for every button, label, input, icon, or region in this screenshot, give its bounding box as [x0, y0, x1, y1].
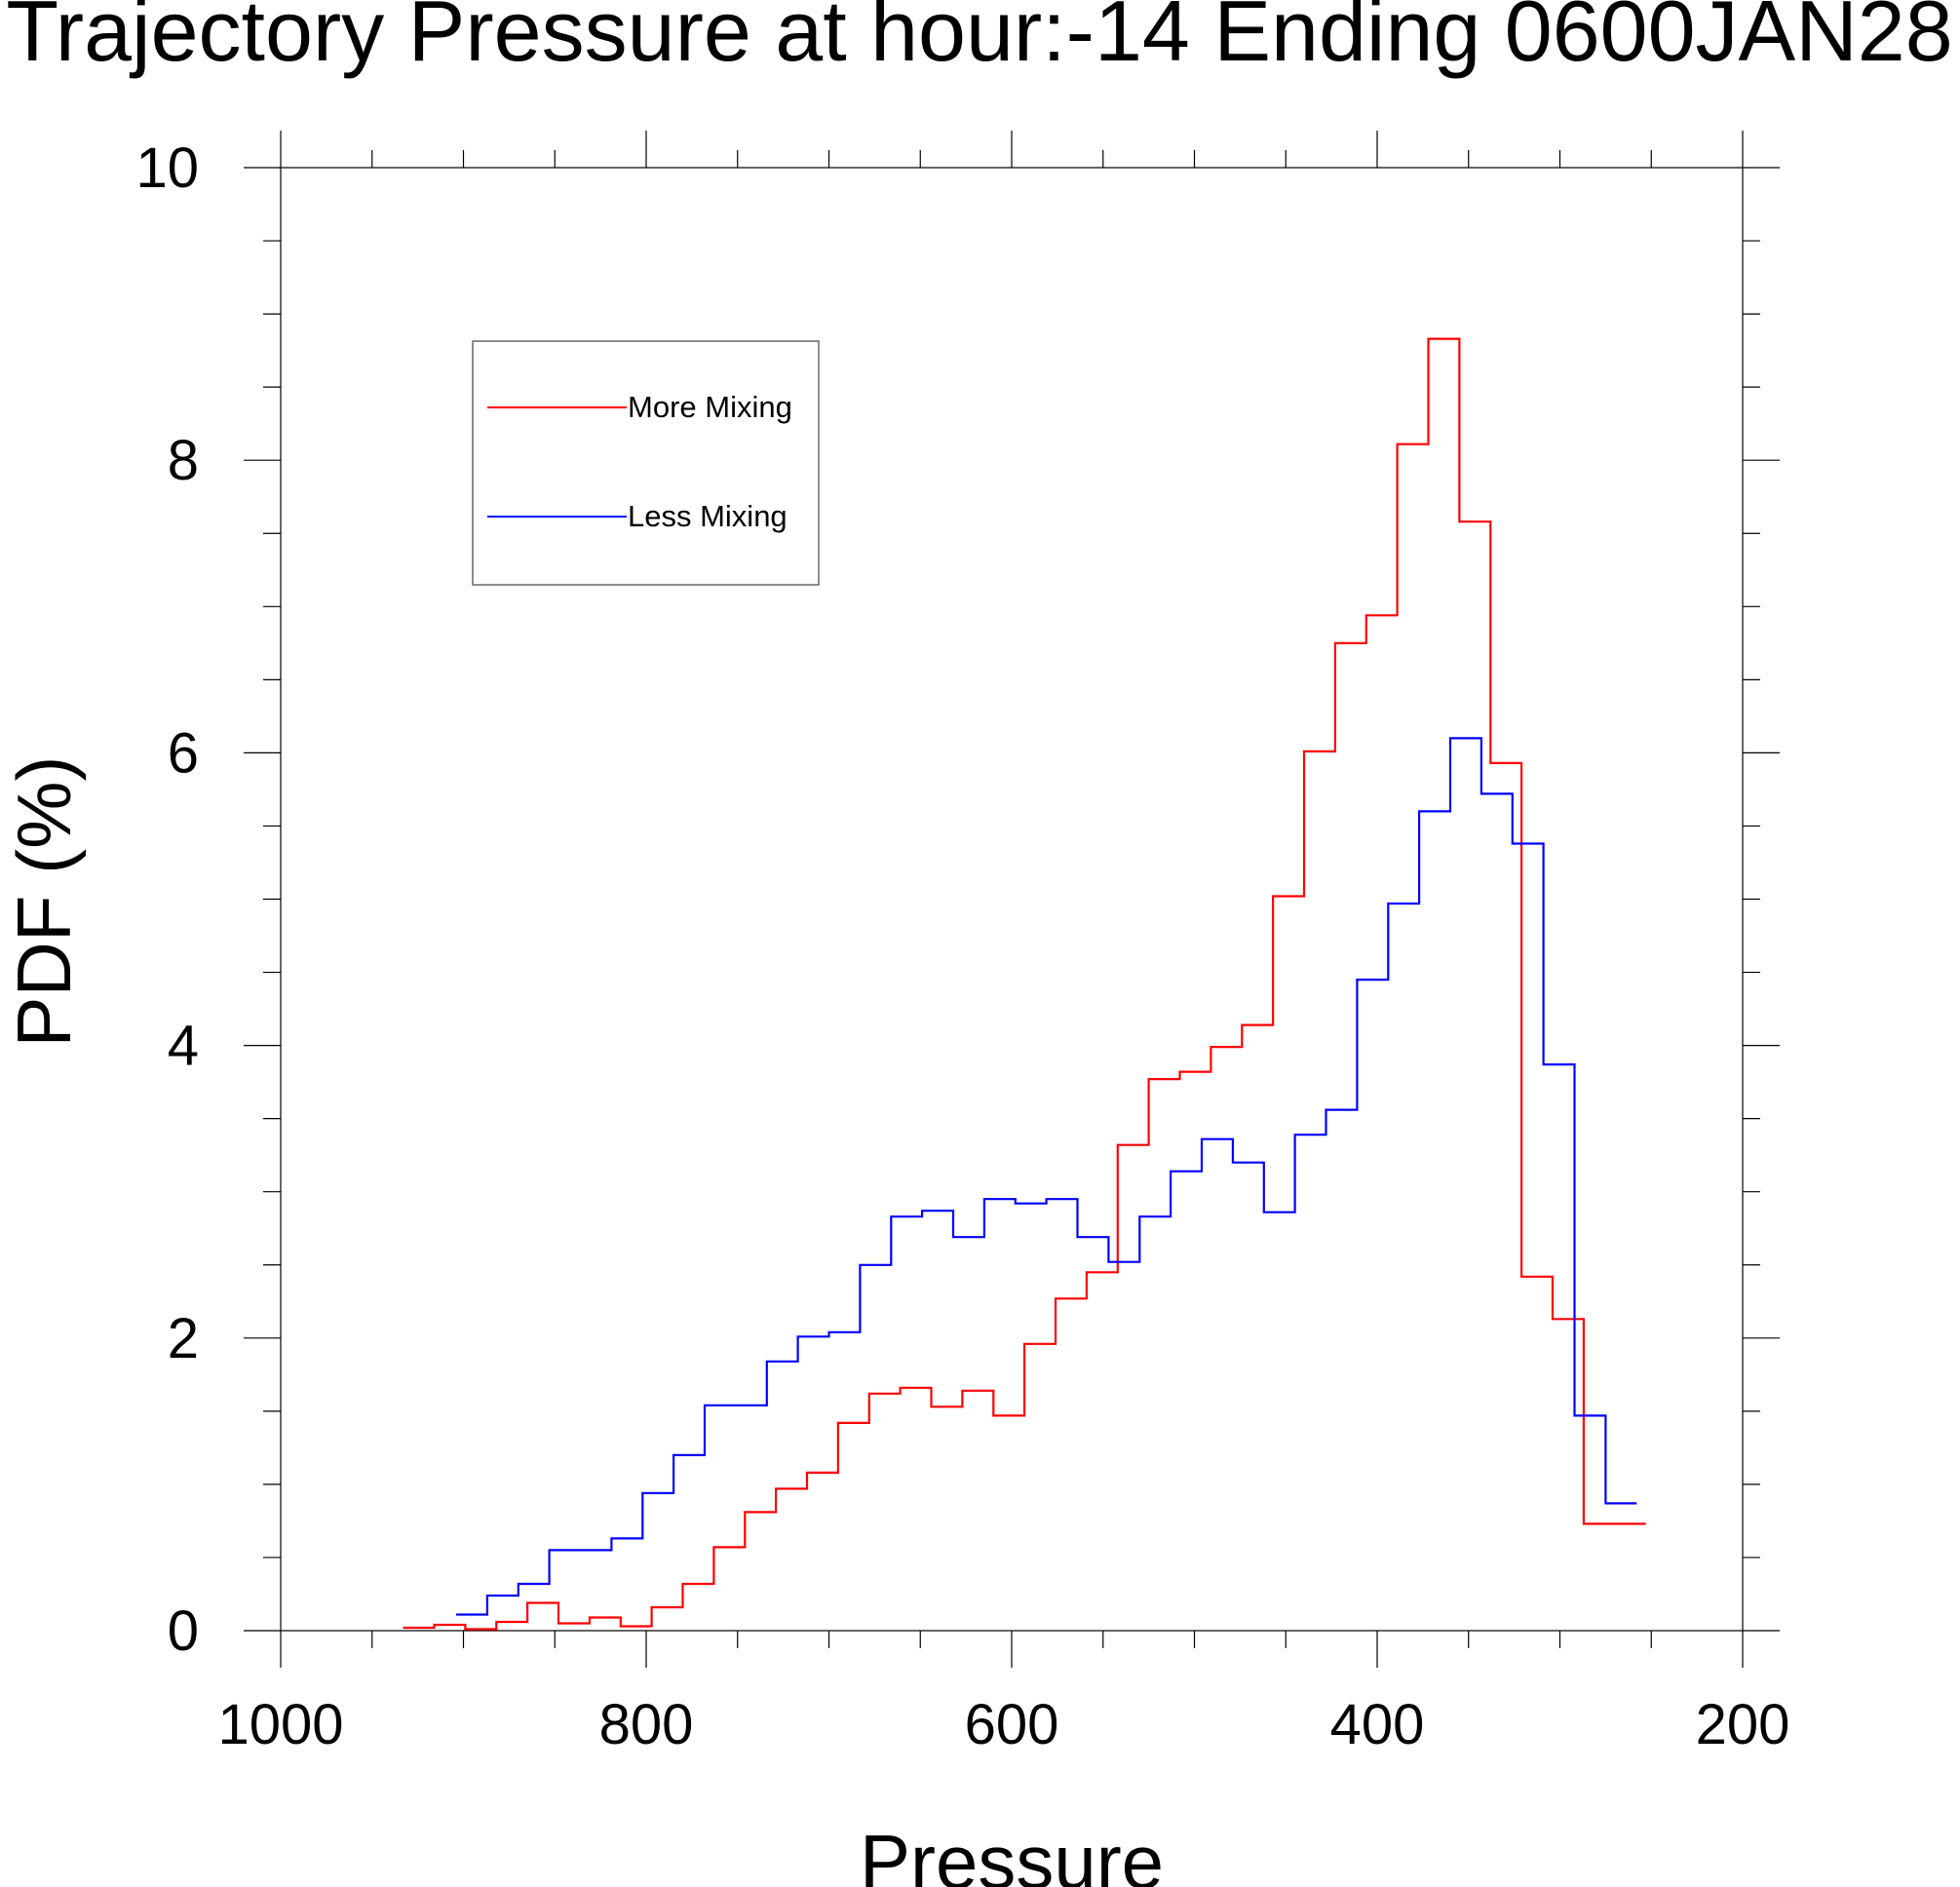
legend: More Mixing Less Mixing — [472, 340, 820, 586]
legend-box — [472, 340, 820, 586]
series-more-mixing — [403, 337, 1646, 1631]
y-tick-label: 0 — [168, 1599, 199, 1663]
chart-title: Trajectory Pressure at hour:-14 Ending 0… — [6, 0, 1952, 79]
legend-label-less-mixing: Less Mixing — [628, 499, 788, 533]
y-tick-label: 2 — [168, 1307, 199, 1370]
x-axis-label: Pressure — [860, 1819, 1164, 1887]
y-tick-label: 4 — [168, 1015, 199, 1078]
x-tick-label: 1000 — [217, 1693, 343, 1756]
y-tick-label: 10 — [135, 136, 199, 200]
y-tick-label: 8 — [168, 429, 199, 492]
plot-series — [403, 337, 1646, 1631]
legend-label-more-mixing: More Mixing — [628, 390, 792, 424]
series-line — [456, 737, 1637, 1616]
x-tick-label: 200 — [1696, 1693, 1790, 1756]
series-less-mixing — [456, 737, 1637, 1616]
y-tick-label: 6 — [168, 721, 199, 785]
series-line — [403, 337, 1646, 1631]
y-axis-label: PDF (%) — [1, 756, 87, 1048]
axes: 1000 800 600 400 200 0 2 4 6 8 10 — [135, 131, 1789, 1756]
x-tick-label: 800 — [599, 1693, 694, 1756]
x-tick-label: 600 — [965, 1693, 1059, 1756]
x-tick-label: 400 — [1330, 1693, 1425, 1756]
